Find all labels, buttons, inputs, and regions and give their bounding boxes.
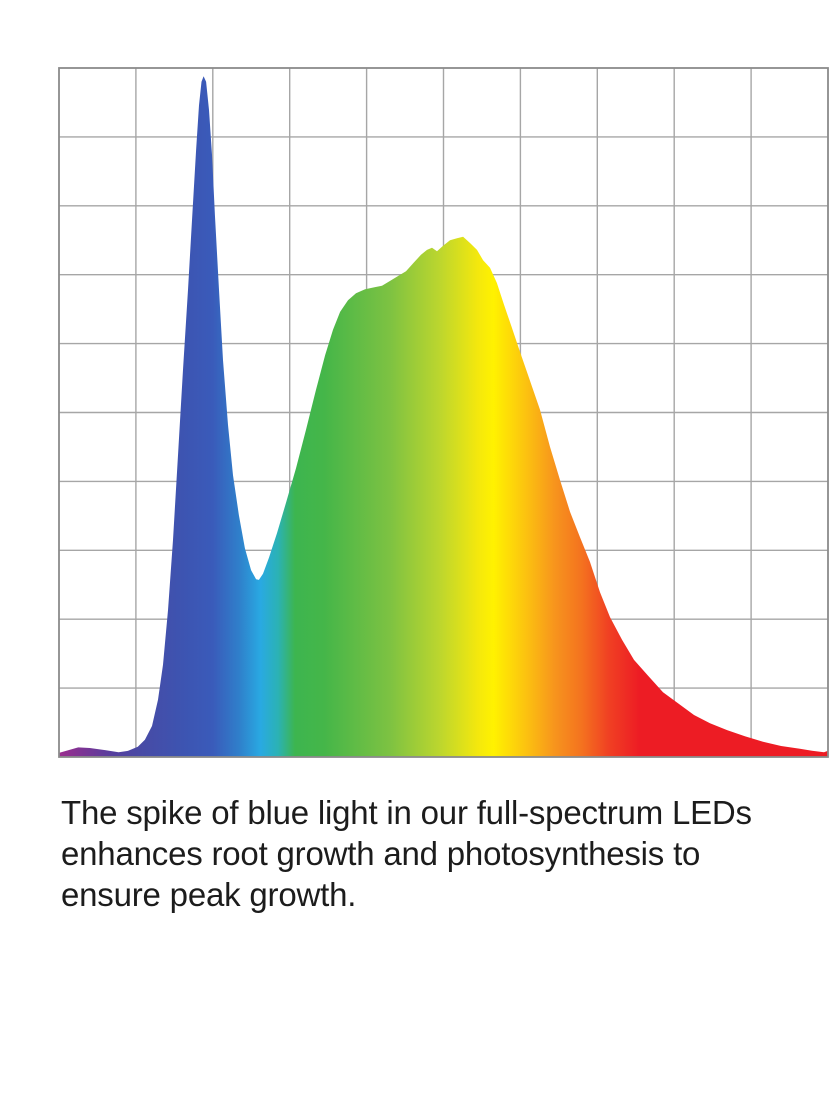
- plot-border: [58, 67, 829, 758]
- spectrum-chart: [58, 67, 829, 758]
- caption: The spike of blue light in our full-spec…: [61, 792, 791, 915]
- caption-line-3: ensure peak growth.: [61, 876, 357, 913]
- spectrum-area: [59, 76, 828, 758]
- spectrum-chart-container: [58, 67, 829, 758]
- caption-line-2: enhances root growth and photosynthesis …: [61, 835, 701, 872]
- caption-line-1: The spike of blue light in our full-spec…: [61, 794, 752, 831]
